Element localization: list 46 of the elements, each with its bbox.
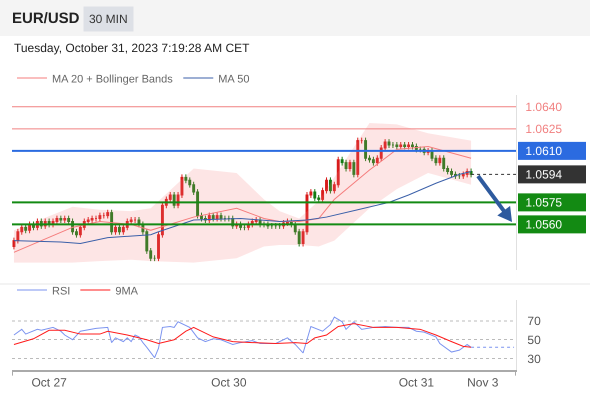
candlestick — [313, 188, 316, 202]
candlestick — [270, 222, 274, 230]
candlestick — [114, 224, 117, 236]
legend-label: MA 50 — [218, 73, 250, 86]
candlestick — [407, 142, 410, 150]
y-tick-label: 50 — [527, 332, 542, 347]
y-tick-label: 1.0640 — [525, 100, 562, 114]
candlestick — [278, 222, 282, 230]
candlestick — [102, 212, 106, 220]
x-tick-label: Oct 30 — [211, 375, 247, 390]
x-tick-label: Oct 31 — [398, 375, 434, 390]
candlestick — [348, 159, 352, 172]
candlestick — [98, 212, 102, 222]
y-tick-label: 1.0610 — [525, 144, 562, 158]
x-tick-label: Nov 3 — [467, 375, 499, 390]
candlestick — [94, 215, 98, 222]
candlestick — [63, 215, 66, 224]
candlestick — [12, 237, 16, 250]
candlestick — [274, 222, 278, 230]
y-tick-label: 1.0560 — [525, 218, 562, 232]
text: 30 MIN — [89, 12, 128, 26]
candlestick — [16, 228, 20, 244]
legend-label: RSI — [52, 285, 70, 298]
candlestick — [438, 154, 442, 166]
candlestick — [216, 212, 219, 222]
candlestick — [262, 220, 266, 228]
x-tick-label: Oct 27 — [31, 375, 68, 390]
candlestick — [462, 170, 465, 180]
chart-title: EUR/USD — [12, 10, 80, 27]
y-tick-label: 30 — [527, 352, 542, 366]
y-tick-label: 1.0575 — [525, 196, 562, 210]
candlestick — [399, 142, 402, 150]
candlestick — [55, 215, 58, 225]
chart-subtitle: Tuesday, October 31, 2023 7:19:28 AM CET — [14, 41, 250, 55]
y-tick-label: 1.0594 — [525, 168, 562, 182]
candlestick — [254, 216, 258, 225]
candlestick — [90, 215, 94, 224]
legend-label: MA 20 + Bollinger Bands — [52, 73, 174, 86]
line-series — [13, 170, 472, 244]
candlestick — [106, 209, 110, 220]
legend-label: 9MA — [115, 285, 139, 298]
line-series — [13, 323, 472, 348]
y-tick-label: 1.0625 — [525, 122, 562, 136]
candlestick — [470, 168, 473, 178]
y-tick-label: 70 — [527, 314, 542, 328]
candlestick — [134, 216, 137, 224]
